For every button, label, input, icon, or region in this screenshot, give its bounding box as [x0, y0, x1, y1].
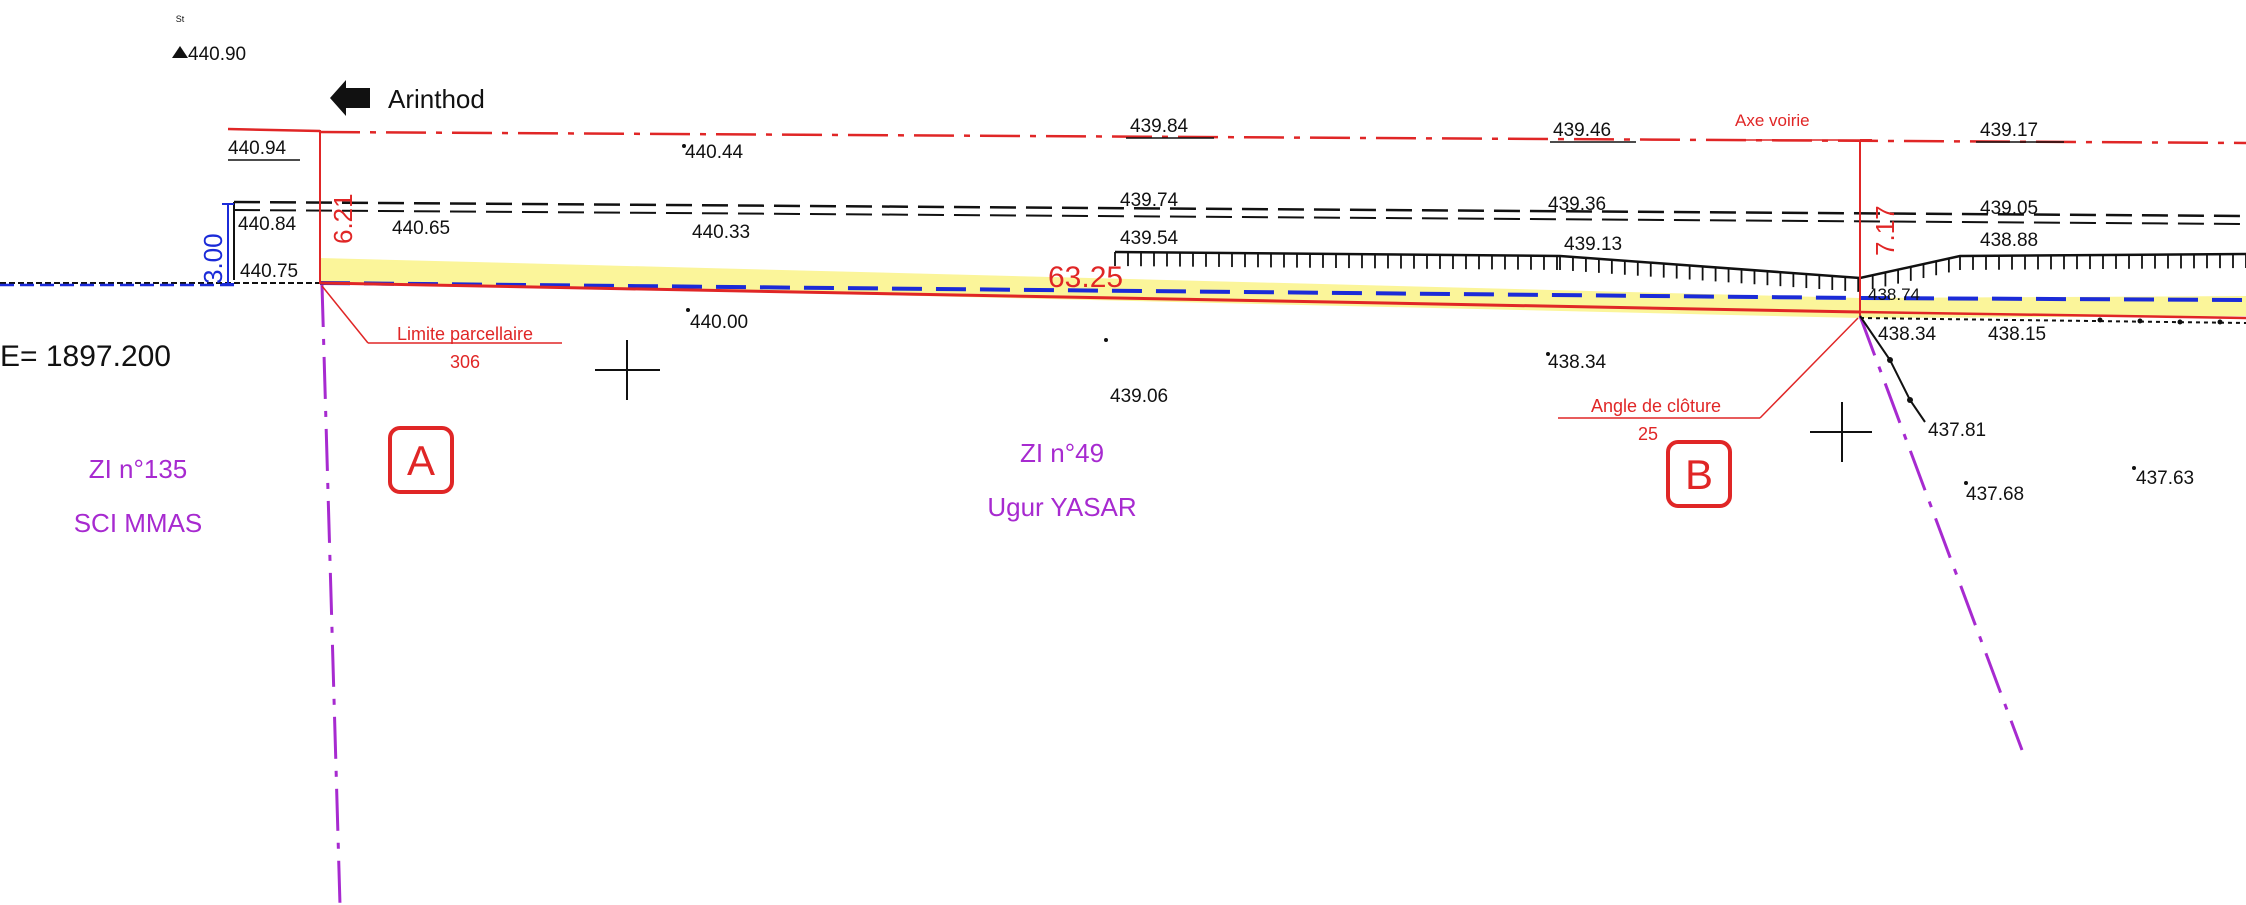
elevation-label: 438.34: [1878, 324, 1937, 345]
road-axis-line: [319, 130, 2246, 145]
elevation-label: 439.46: [1553, 120, 1611, 141]
parcel-boundary-right: [1858, 315, 2024, 751]
parcel-mid-owner: Ugur YASAR: [987, 492, 1136, 522]
elevation-label: 438.34: [1548, 352, 1607, 373]
survey-crosshair: [1810, 402, 1872, 462]
axis-tick-left: [227, 127, 321, 133]
fence-angle-label: Angle de clôture: [1591, 396, 1721, 416]
direction-arrow-icon: [330, 80, 370, 116]
station-triangle-icon: St: [172, 14, 188, 58]
elevation-label: 439.74: [1120, 190, 1179, 211]
direction-label: Arinthod: [388, 84, 485, 114]
parcel-left-owner: SCI MMAS: [74, 508, 203, 538]
parcel-boundary-left: [320, 284, 342, 905]
road-edge-line-2: [233, 209, 2246, 225]
fence-angle-value: 25: [1638, 424, 1658, 444]
dimension-length: 63.25: [1048, 261, 1123, 294]
elevation-label: 437.68: [1966, 484, 2024, 505]
elevation-label: 440.94: [228, 138, 287, 159]
blue-offset-line-right: [1859, 296, 2246, 302]
fence-post: [1887, 357, 1893, 363]
parcel-limit-leader: [321, 285, 369, 344]
elevation-label: 439.54: [1120, 228, 1179, 249]
elevation-label: 438.74: [1868, 285, 1920, 304]
blue-offset-line: [319, 281, 1861, 300]
dimension-width-left: 6.21: [328, 193, 358, 244]
chainage-label: E= 1897.200: [0, 340, 171, 373]
elevation-label: 440.44: [685, 142, 744, 163]
axis-label: Axe voirie: [1735, 111, 1810, 130]
survey-crosshair: [595, 340, 660, 400]
fence-angle-leader: [1759, 317, 1859, 419]
svg-text:B: B: [1685, 451, 1713, 498]
elevation-label: 440.75: [240, 261, 298, 282]
elevation-label: 440.84: [238, 214, 297, 235]
parcel-limit-value: 306: [450, 352, 480, 372]
elevation-label: 440.00: [690, 312, 748, 333]
elevation-label: 439.06: [1110, 386, 1168, 407]
point-marker-A: A: [388, 426, 454, 494]
elevation-label: 439.05: [1980, 198, 2038, 219]
property-boundary-line-right: [1859, 310, 2246, 320]
parcel-limit-label: Limite parcellaire: [397, 324, 533, 344]
fence-line-diagonal: [1859, 315, 1926, 423]
dimension-width-right: 7.17: [1870, 205, 1900, 256]
road-edge-line-1: [233, 200, 2246, 218]
elevation-label: 437.81: [1928, 420, 1986, 441]
station-elevation: 440.90: [188, 44, 246, 65]
survey-points: [682, 144, 2223, 485]
elevation-label: 439.13: [1564, 234, 1622, 255]
elevation-label: 439.36: [1548, 194, 1606, 215]
parcel-left-ref: ZI n°135: [89, 454, 188, 484]
road-surface-strip: [320, 258, 1860, 318]
svg-text:St: St: [176, 14, 185, 24]
elevation-label: 439.84: [1130, 116, 1189, 137]
fence-post: [1907, 397, 1913, 403]
elevation-label: 440.65: [392, 218, 450, 239]
svg-text:A: A: [407, 437, 435, 484]
elevation-label: 438.15: [1988, 324, 2046, 345]
parcel-mid-ref: ZI n°49: [1020, 438, 1104, 468]
property-boundary-line: [319, 281, 1861, 314]
dimension-blue-width: 3.00: [198, 233, 228, 284]
elevation-label: 438.88: [1980, 230, 2038, 251]
elevation-label: 439.17: [1980, 120, 2038, 141]
elevation-label: 440.33: [692, 222, 750, 243]
ditch-hatching: [1114, 252, 2246, 292]
elevation-label: 437.63: [2136, 468, 2194, 489]
point-marker-B: B: [1666, 440, 1732, 508]
fence-line-right: [1859, 317, 2246, 324]
